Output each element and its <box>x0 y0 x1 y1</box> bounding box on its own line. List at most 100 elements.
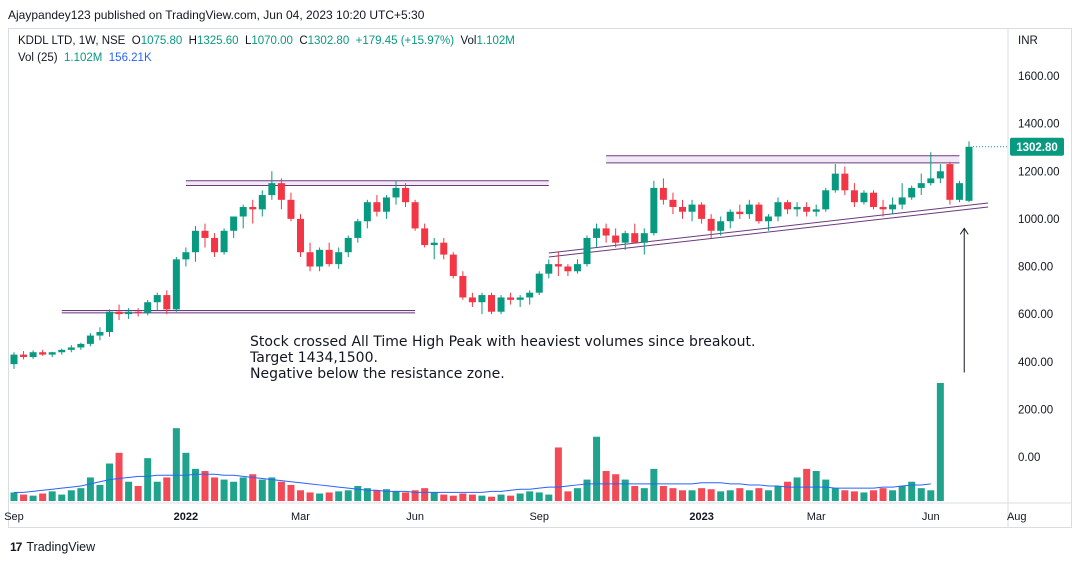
volume-bar <box>125 481 133 501</box>
candle-body <box>382 197 390 212</box>
candle-body <box>583 237 591 265</box>
vol-indicator-value: 1.102M <box>64 52 103 64</box>
volume-bar <box>774 486 782 501</box>
volume-bar <box>889 490 897 501</box>
candle-body <box>287 199 295 219</box>
candle-body <box>39 352 47 355</box>
volume-bar <box>850 491 858 501</box>
candle-body <box>870 192 877 207</box>
volume-bar <box>20 494 28 501</box>
volume-bar <box>182 452 190 501</box>
candle-body <box>29 352 37 357</box>
candle-body <box>917 183 925 188</box>
volume-bar <box>936 383 944 501</box>
volume-bar <box>459 493 467 501</box>
candle-body <box>669 199 677 207</box>
candle-body <box>449 254 457 277</box>
x-tick-label: Jun <box>406 511 424 523</box>
candle-body <box>402 187 410 203</box>
close-value: 1302.80 <box>307 35 350 47</box>
candle-body <box>239 206 247 217</box>
vol-indicator-label: Vol (25) <box>18 52 58 64</box>
volume-bar <box>745 490 753 501</box>
candle-body <box>77 343 85 348</box>
y-tick-label: 800.00 <box>1018 262 1053 274</box>
volume-bar <box>698 488 706 501</box>
y-tick-label: 0.00 <box>1018 452 1040 464</box>
candle-body <box>96 331 104 336</box>
volume-bar <box>593 436 601 501</box>
volume-legend: Vol (25) 1.102M 156.21K <box>18 52 152 64</box>
candle-body <box>48 352 56 355</box>
volume-bar <box>325 492 333 501</box>
vol-label: Vol <box>460 35 477 47</box>
resistance-zone <box>606 155 960 163</box>
volume-bar <box>717 491 725 501</box>
volume-bar <box>211 477 219 501</box>
y-tick-label: 1000.00 <box>1018 214 1060 226</box>
x-tick-label: 2023 <box>689 511 713 523</box>
candle-body <box>258 195 266 210</box>
volume-bar <box>191 468 199 501</box>
y-tick-label: 1600.00 <box>1018 71 1060 83</box>
y-tick-label: 1200.00 <box>1018 166 1060 178</box>
candle-body <box>115 311 123 315</box>
candle-body <box>755 204 763 222</box>
volume-bar <box>29 495 37 501</box>
support-trendline <box>548 206 989 258</box>
volume-bar <box>335 491 343 501</box>
candle-body <box>631 233 639 243</box>
candle-body <box>841 173 849 191</box>
candle-body <box>707 218 715 231</box>
annotation-text: Stock crossed All Time High Peak with he… <box>249 334 755 382</box>
candle-body <box>774 202 782 217</box>
resistance-zone <box>185 180 549 186</box>
close-label: C <box>299 35 308 47</box>
candle-body <box>965 146 973 201</box>
volume-bar <box>430 492 438 501</box>
candle-body <box>908 187 916 198</box>
volume-bar <box>153 481 161 501</box>
candle-body <box>831 173 839 191</box>
y-tick-label: 600.00 <box>1018 309 1053 321</box>
volume-bar <box>879 488 887 501</box>
candle-body <box>764 216 772 222</box>
candle-body <box>220 230 228 253</box>
candle-body <box>573 264 581 272</box>
volume-bar <box>134 486 142 501</box>
candle-body <box>736 211 744 215</box>
candle-body <box>793 206 801 210</box>
volume-bar <box>545 494 553 501</box>
volume-bar <box>535 492 543 501</box>
candle-body <box>67 347 75 350</box>
candle-body <box>211 237 219 253</box>
candle-body <box>230 216 238 231</box>
volume-bar <box>640 488 648 501</box>
candle-body <box>679 206 686 212</box>
volume-bar <box>736 488 744 501</box>
tradingview-branding[interactable]: 17 TradingView <box>10 540 95 554</box>
candle-body <box>10 354 18 365</box>
x-tick-label: 2022 <box>174 511 198 523</box>
volume-bar <box>10 492 18 501</box>
volume-bar <box>440 494 448 501</box>
candle-body <box>249 206 257 210</box>
volume-bar <box>526 491 534 501</box>
chart-frame <box>8 28 1072 528</box>
candle-body <box>172 259 180 310</box>
candle-body <box>726 211 734 222</box>
candle-body <box>717 221 725 231</box>
volume-bar <box>115 452 123 501</box>
volume-bar <box>793 477 801 501</box>
candle-body <box>927 178 935 184</box>
candle-body <box>478 295 486 303</box>
volume-ma-line <box>14 473 931 493</box>
candle-body <box>430 242 438 246</box>
volume-bar <box>344 490 352 501</box>
volume-bar <box>230 481 238 501</box>
volume-bar <box>268 477 276 501</box>
candle-body <box>889 204 897 210</box>
last-price-tag <box>1010 137 1064 156</box>
volume-bar <box>898 486 906 501</box>
